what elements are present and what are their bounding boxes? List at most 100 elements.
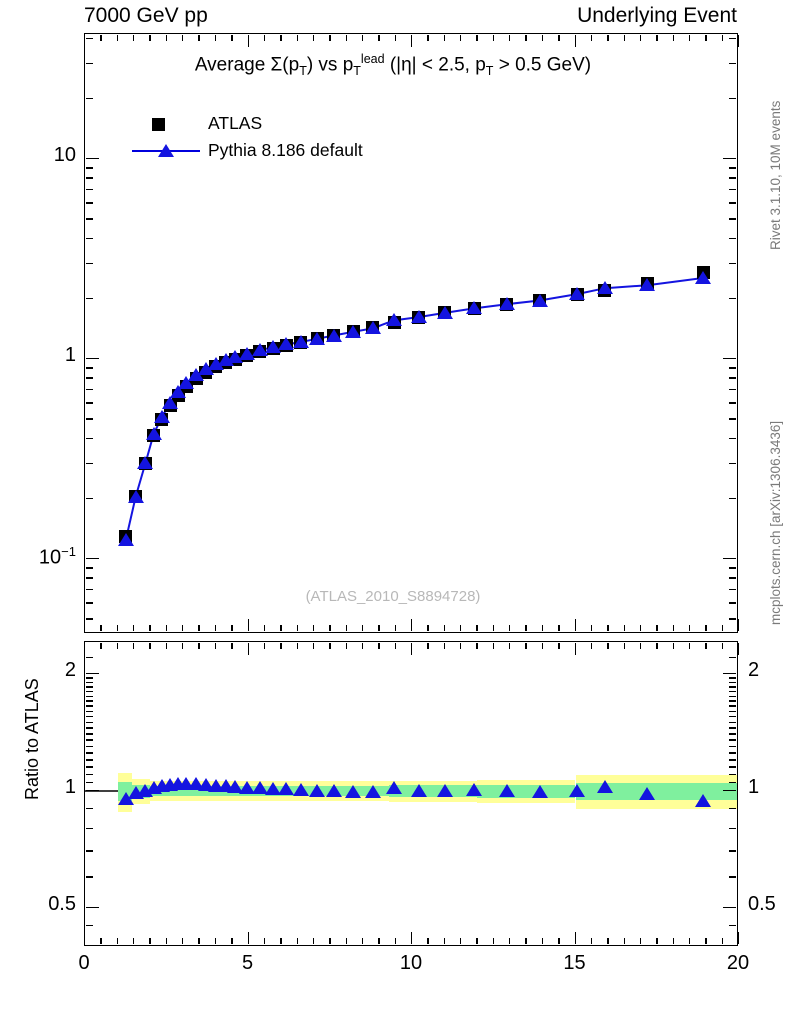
legend-key-square bbox=[130, 114, 202, 134]
ratio-y-tick bbox=[85, 907, 99, 909]
x-tick bbox=[705, 34, 707, 41]
x-tick bbox=[607, 642, 609, 649]
x-tick bbox=[133, 938, 135, 945]
x-tick bbox=[198, 642, 200, 649]
mc-point-marker bbox=[498, 297, 515, 311]
x-tick bbox=[688, 642, 691, 649]
x-tick bbox=[378, 625, 380, 632]
x-tick bbox=[558, 34, 560, 41]
x-tick bbox=[165, 34, 168, 41]
ratio-y-tick bbox=[85, 924, 93, 927]
ratio-y-tick bbox=[729, 739, 737, 741]
x-tick bbox=[100, 625, 102, 632]
y-tick bbox=[85, 402, 93, 404]
ratio-point-marker bbox=[238, 780, 255, 794]
x-tick bbox=[574, 932, 576, 945]
ratio-y-tick bbox=[729, 850, 737, 852]
x-tick bbox=[133, 34, 135, 41]
x-tick bbox=[672, 938, 674, 945]
mc-point-marker bbox=[436, 305, 453, 319]
ratio-y-tick bbox=[729, 677, 737, 679]
x-tick bbox=[133, 625, 135, 632]
x-tick bbox=[149, 625, 151, 632]
y-tick bbox=[729, 588, 737, 591]
x-tick bbox=[492, 34, 495, 41]
ratio-y-tick bbox=[729, 727, 737, 729]
mc-point-marker bbox=[137, 455, 154, 469]
x-tick bbox=[214, 642, 217, 649]
legend-entry-atlas[interactable]: ATLAS bbox=[130, 110, 363, 137]
x-tick bbox=[721, 938, 724, 945]
main-plot-area bbox=[85, 34, 737, 632]
ratio-y-tick bbox=[729, 759, 737, 761]
ratio-point-marker bbox=[386, 780, 402, 794]
ratio-y-tick bbox=[85, 752, 93, 754]
x-tick bbox=[312, 625, 315, 632]
x-tick bbox=[738, 34, 740, 47]
x-tick bbox=[182, 642, 184, 649]
ratio-y-tick bbox=[85, 686, 93, 688]
x-tick bbox=[149, 938, 151, 945]
ratio-point-marker bbox=[639, 786, 656, 800]
x-tick bbox=[541, 938, 544, 945]
x-tick bbox=[394, 34, 397, 41]
y-tick bbox=[85, 158, 99, 160]
x-tick bbox=[476, 642, 478, 649]
ratio-y-tick-label-right: 0.5 bbox=[748, 893, 776, 915]
x-tick bbox=[149, 642, 151, 649]
y-tick bbox=[729, 188, 737, 191]
x-tick bbox=[247, 619, 249, 632]
uncertainty-band-inner bbox=[389, 785, 478, 797]
x-tick bbox=[476, 625, 478, 632]
title-sub-3: T bbox=[485, 64, 494, 79]
x-tick bbox=[361, 625, 364, 632]
y-tick-label: 1 bbox=[64, 344, 76, 366]
x-tick bbox=[672, 34, 674, 41]
mc-point-marker bbox=[238, 346, 255, 360]
y-tick bbox=[85, 567, 93, 569]
x-tick bbox=[312, 34, 315, 41]
x-tick bbox=[460, 938, 462, 945]
x-tick bbox=[509, 938, 511, 945]
x-tick bbox=[198, 938, 200, 945]
x-tick-label: 20 bbox=[726, 952, 750, 974]
x-tick bbox=[231, 625, 233, 632]
mc-point-marker bbox=[531, 293, 548, 307]
header-left-beam-label: 7000 GeV pp bbox=[84, 4, 208, 27]
x-tick bbox=[623, 938, 625, 945]
x-tick bbox=[263, 625, 266, 632]
x-tick bbox=[165, 625, 168, 632]
x-tick bbox=[378, 34, 380, 41]
mc-point-marker bbox=[410, 310, 427, 324]
x-tick bbox=[329, 34, 331, 41]
ratio-point-marker bbox=[466, 782, 483, 796]
x-tick bbox=[312, 642, 315, 649]
ratio-y-tick bbox=[85, 790, 99, 792]
y-tick bbox=[85, 202, 93, 204]
x-tick bbox=[247, 932, 249, 945]
x-tick bbox=[296, 34, 298, 41]
y-tick bbox=[729, 177, 737, 179]
x-tick bbox=[639, 642, 642, 649]
y-tick bbox=[729, 167, 737, 169]
ratio-point-marker bbox=[596, 780, 613, 794]
ratio-y-tick-label: 2 bbox=[64, 659, 76, 681]
x-tick bbox=[443, 34, 446, 41]
legend-entry-pythia[interactable]: Pythia 8.186 default bbox=[130, 137, 363, 164]
title-part-a: Average bbox=[194, 54, 271, 76]
x-tick bbox=[541, 642, 544, 649]
ratio-y-tick bbox=[85, 773, 93, 776]
ratio-point-marker bbox=[531, 784, 548, 798]
x-tick bbox=[509, 34, 511, 41]
x-tick bbox=[705, 625, 707, 632]
ratio-y-tick bbox=[729, 681, 737, 684]
ratio-point-marker bbox=[569, 784, 586, 797]
ratio-y-tick bbox=[729, 781, 737, 784]
x-tick bbox=[280, 642, 282, 649]
y-tick bbox=[729, 497, 737, 500]
ratio-y-tick bbox=[729, 690, 737, 693]
y-tick bbox=[85, 377, 93, 379]
x-tick bbox=[84, 642, 86, 655]
ratio-y-tick bbox=[729, 745, 737, 748]
mc-point-marker bbox=[569, 287, 586, 301]
